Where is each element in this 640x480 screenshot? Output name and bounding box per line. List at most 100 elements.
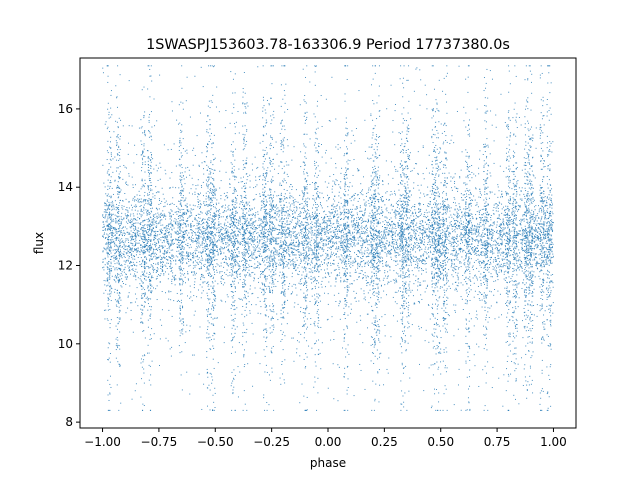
data-point <box>375 244 377 246</box>
data-point <box>196 239 198 241</box>
data-point <box>490 231 492 233</box>
data-point <box>124 263 126 265</box>
data-point <box>212 231 214 233</box>
data-point <box>202 232 204 234</box>
data-point <box>357 222 359 224</box>
data-point <box>175 278 177 280</box>
data-point <box>218 238 220 240</box>
data-point <box>544 237 546 239</box>
data-point <box>434 239 436 241</box>
data-point <box>270 233 272 235</box>
data-point <box>202 247 204 249</box>
data-point <box>504 248 506 250</box>
data-point <box>495 207 497 209</box>
data-point <box>490 273 492 275</box>
data-point <box>434 247 436 249</box>
data-point <box>455 219 457 221</box>
data-point <box>194 266 196 268</box>
data-point <box>540 269 542 271</box>
data-point <box>309 241 311 243</box>
data-point <box>310 248 312 250</box>
data-point <box>422 263 424 265</box>
data-point <box>322 240 324 242</box>
data-point <box>496 263 498 265</box>
data-point <box>371 264 373 266</box>
data-point <box>330 246 332 248</box>
data-point <box>544 255 546 257</box>
data-point <box>171 228 173 230</box>
data-point <box>315 271 317 273</box>
data-point <box>151 207 153 209</box>
data-point <box>255 256 257 258</box>
data-point <box>471 248 473 250</box>
data-point <box>524 204 526 206</box>
data-point <box>451 225 453 227</box>
data-point <box>252 246 254 248</box>
data-point <box>404 282 406 284</box>
data-point <box>472 217 474 219</box>
data-point <box>320 229 322 231</box>
data-point <box>308 238 310 240</box>
data-point <box>491 251 493 253</box>
data-point <box>146 272 148 274</box>
data-point <box>140 224 142 226</box>
data-point <box>512 268 514 270</box>
data-point <box>210 275 212 277</box>
data-point <box>220 252 222 254</box>
data-point <box>427 228 429 230</box>
data-point <box>294 254 296 256</box>
data-point <box>496 238 498 240</box>
data-point <box>235 235 237 237</box>
data-point <box>273 254 275 256</box>
data-point <box>135 236 137 238</box>
data-point <box>379 257 381 259</box>
data-point <box>229 223 231 225</box>
data-point <box>478 234 480 236</box>
data-point <box>337 225 339 227</box>
data-point <box>287 288 289 290</box>
data-point <box>321 222 323 224</box>
data-point <box>488 266 490 268</box>
data-point <box>255 266 257 268</box>
data-point <box>281 214 283 216</box>
data-point <box>145 244 147 246</box>
data-point <box>162 245 164 247</box>
data-point <box>505 256 507 258</box>
data-point <box>438 250 440 252</box>
data-point <box>434 268 436 270</box>
data-point <box>303 232 305 234</box>
data-point <box>550 239 552 241</box>
data-point <box>407 227 409 229</box>
data-point <box>185 258 187 260</box>
data-point <box>200 261 202 263</box>
data-point <box>227 245 229 247</box>
data-point <box>241 223 243 225</box>
data-point <box>452 237 454 239</box>
data-point <box>328 236 330 238</box>
data-point <box>168 231 170 233</box>
data-point <box>230 224 232 226</box>
data-point <box>269 259 271 261</box>
data-point <box>455 238 457 240</box>
data-point <box>362 256 364 257</box>
data-point <box>378 264 380 266</box>
data-point <box>381 231 383 233</box>
data-point <box>171 266 173 268</box>
data-point <box>372 255 374 257</box>
data-point <box>420 233 422 235</box>
data-point <box>134 234 136 236</box>
data-point <box>368 253 370 255</box>
data-point <box>519 233 521 235</box>
data-point <box>171 224 173 226</box>
data-point <box>548 250 550 252</box>
data-point <box>390 217 392 219</box>
data-point <box>196 241 198 243</box>
data-point <box>173 220 175 222</box>
data-point <box>106 205 108 207</box>
data-point <box>202 237 204 239</box>
data-point <box>288 235 290 237</box>
data-point <box>185 223 187 225</box>
data-point <box>544 254 546 256</box>
data-point <box>223 252 225 254</box>
data-point <box>443 224 445 226</box>
